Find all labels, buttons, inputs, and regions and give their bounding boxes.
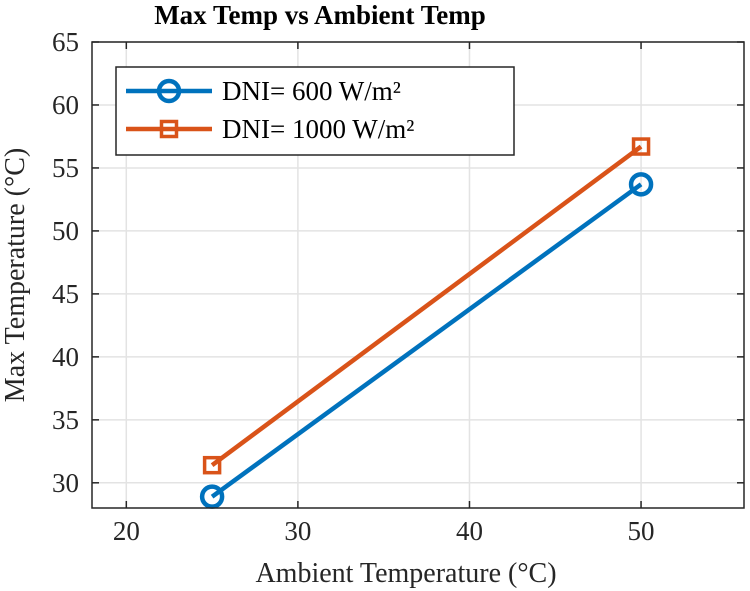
y-tick-label: 40 [52, 342, 79, 372]
legend-marker [159, 119, 179, 139]
legend-box [115, 66, 515, 156]
series-1 [199, 172, 654, 509]
series-layer [199, 137, 654, 509]
y-tick-label: 50 [52, 216, 79, 246]
y-tick-label: 45 [52, 279, 79, 309]
legend-entry: DNI= 600 W/m² [126, 76, 401, 106]
series-line [210, 182, 643, 499]
legend: DNI= 600 W/m² DNI= 1000 W/m² [115, 66, 515, 156]
legend-label: DNI= 1000 W/m² [222, 114, 414, 144]
data-point [202, 455, 222, 475]
x-tick-label: 20 [113, 516, 140, 546]
y-tick-label: 35 [52, 405, 79, 435]
y-tick-label: 65 [52, 27, 79, 57]
data-point [628, 172, 654, 197]
x-tick-label: 50 [628, 516, 655, 546]
x-axis-label: Ambient Temperature (°C) [255, 558, 556, 589]
y-tick-label: 60 [52, 90, 79, 120]
legend-label: DNI= 600 W/m² [222, 76, 401, 106]
data-point [631, 137, 651, 156]
axes-frame [91, 41, 745, 509]
series-line [210, 144, 643, 467]
y-tick-label: 55 [52, 153, 79, 183]
data-point [199, 484, 225, 509]
x-tick-label: 40 [456, 516, 483, 546]
x-tick-label: 30 [284, 516, 311, 546]
y-tick-label: 30 [52, 468, 79, 498]
axes-box [91, 41, 745, 509]
ticks: 20 30 40 50 30 35 40 45 50 55 60 65 [52, 27, 744, 546]
legend-marker [156, 78, 182, 104]
series-2 [202, 137, 651, 475]
legend-entry: DNI= 1000 W/m² [126, 114, 414, 144]
chart-title: Max Temp vs Ambient Temp [154, 0, 486, 30]
y-axis-label: Max Temperature (°C) [0, 148, 31, 402]
